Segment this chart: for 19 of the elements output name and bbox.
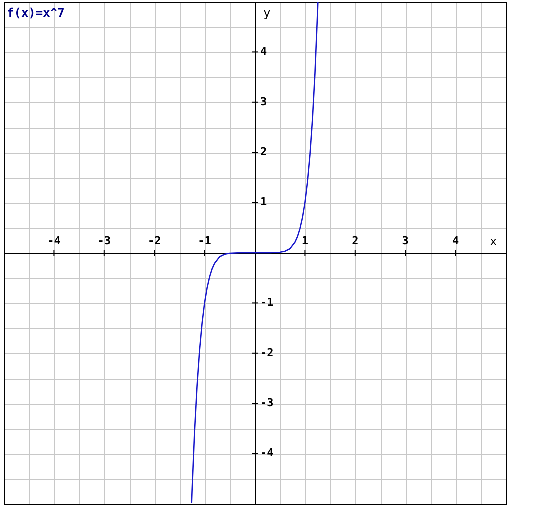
y-tick-label: -1 — [260, 296, 274, 310]
y-tick-label: -2 — [260, 346, 274, 360]
x-axis-title: x — [490, 234, 498, 248]
y-tick-label: -3 — [260, 396, 274, 410]
x-tick-label: -2 — [148, 234, 162, 248]
x-tick-label: -3 — [98, 234, 112, 248]
chart-title: f(x)=x^7 — [7, 6, 65, 20]
y-tick-label: 3 — [260, 95, 268, 108]
x-tick-label: 3 — [402, 234, 409, 248]
x-tick-label: 2 — [352, 234, 359, 248]
y-tick-label: -4 — [260, 446, 274, 460]
x-tick-label: 4 — [452, 234, 460, 248]
x-tick-label: -1 — [198, 234, 212, 248]
x-tick-label: 1 — [302, 234, 309, 248]
y-axis-title: y — [264, 6, 271, 20]
x-tick-label: -4 — [48, 234, 62, 248]
y-tick-label: 4 — [260, 45, 268, 58]
y-tick-label: 1 — [260, 196, 268, 209]
y-tick-label: 2 — [260, 145, 268, 158]
